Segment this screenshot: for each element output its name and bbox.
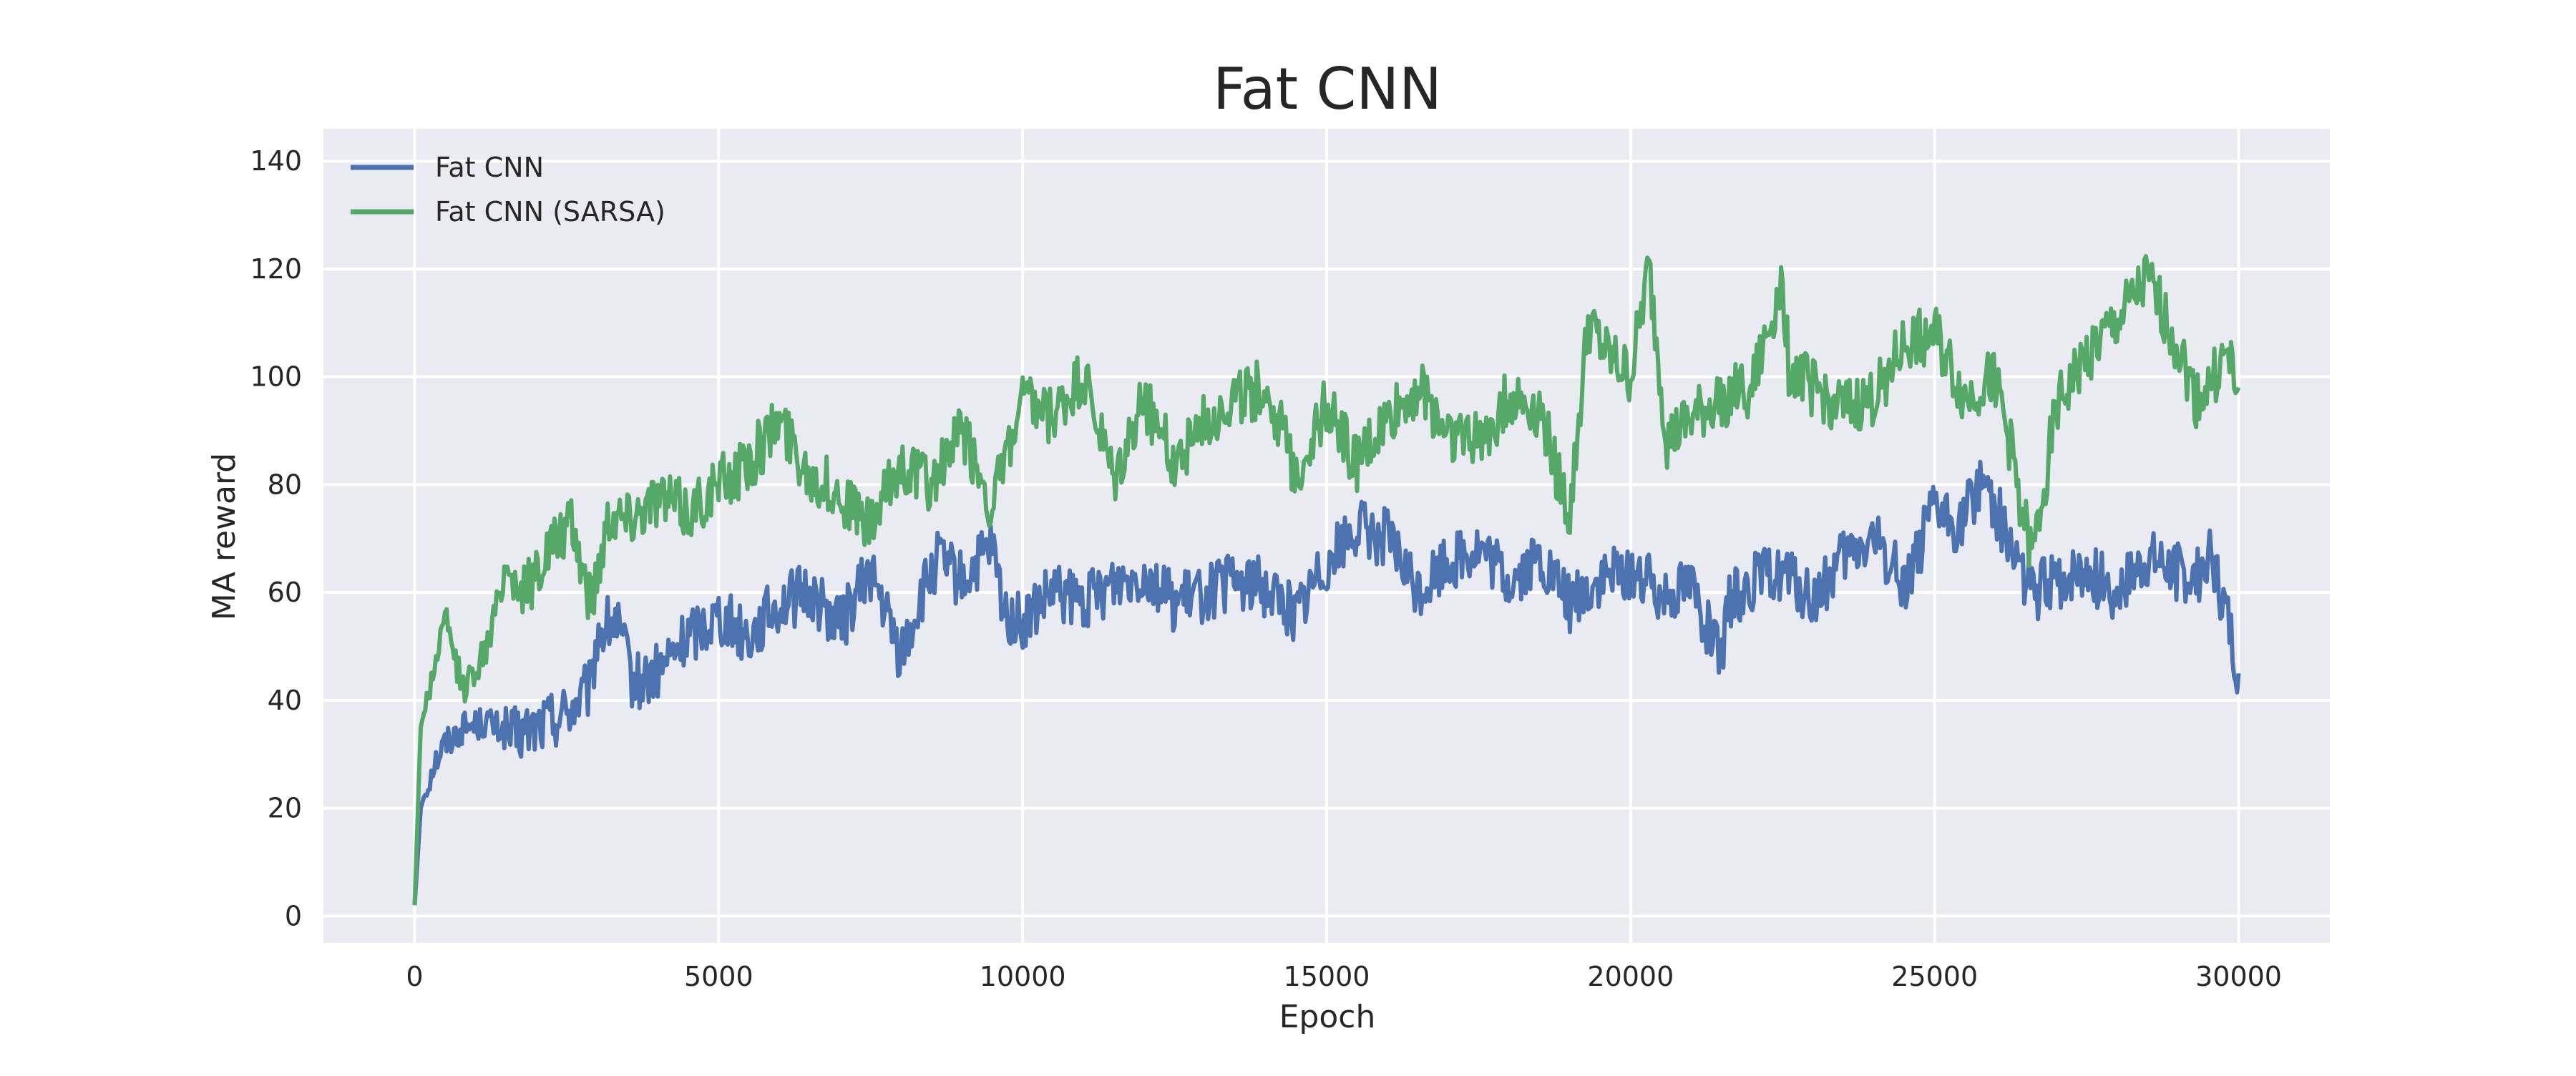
legend: Fat CNN Fat CNN (SARSA)	[351, 152, 665, 228]
y-tick-label-120: 120	[250, 253, 302, 285]
y-tick-label-100: 100	[250, 361, 302, 393]
tick-labels: 0 5000 10000 15000 20000 25000 30000 0 20 40 60 80 1…	[250, 145, 2282, 992]
x-axis-label: Epoch	[1279, 999, 1376, 1035]
series-lines	[412, 254, 2241, 906]
y-tick-label-80: 80	[268, 469, 302, 500]
legend-label-fat-cnn: Fat CNN	[435, 152, 544, 183]
y-axis-label: MA reward	[206, 453, 243, 620]
series-line-fat-cnn-sarsa	[412, 254, 2241, 906]
x-tick-label-15000: 15000	[1284, 961, 1370, 992]
y-tick-label-0: 0	[285, 900, 302, 931]
y-tick-label-40: 40	[268, 685, 302, 716]
x-tick-label-5000: 5000	[684, 961, 753, 992]
chart-title: Fat CNN	[1213, 56, 1442, 122]
y-tick-label-20: 20	[268, 793, 302, 824]
x-tick-label-0: 0	[406, 961, 423, 992]
x-tick-label-20000: 20000	[1587, 961, 1674, 992]
x-tick-label-10000: 10000	[980, 961, 1066, 992]
x-tick-label-25000: 25000	[1891, 961, 1978, 992]
y-tick-label-140: 140	[250, 145, 302, 177]
x-tick-label-30000: 30000	[2195, 961, 2282, 992]
series-line-fat-cnn	[412, 459, 2241, 906]
grid	[323, 129, 2330, 943]
legend-label-fat-cnn-sarsa: Fat CNN (SARSA)	[435, 196, 665, 228]
y-tick-label-60: 60	[268, 577, 302, 608]
